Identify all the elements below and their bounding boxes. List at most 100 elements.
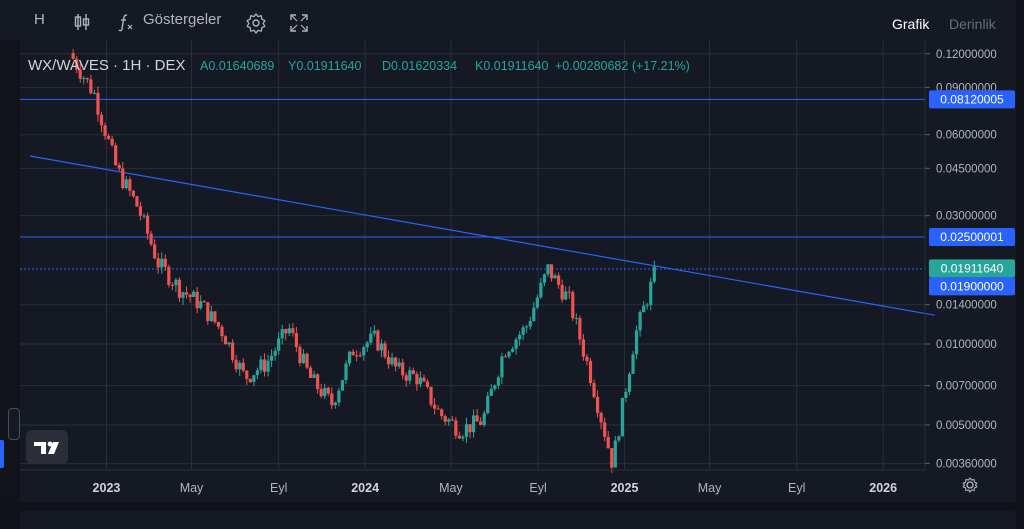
candle-body [564, 291, 568, 300]
candle-body [269, 355, 274, 361]
candle-body [252, 375, 256, 382]
candle-body [401, 362, 405, 376]
candle-body [642, 305, 646, 313]
candle-body [528, 320, 532, 327]
tab-depth[interactable]: Derinlik [949, 16, 996, 32]
candle-body [344, 363, 348, 381]
candle-body [372, 330, 376, 334]
tradingview-logo[interactable] [26, 430, 68, 464]
candle-body [106, 135, 111, 139]
candle-body [326, 387, 330, 394]
candle-body [174, 279, 178, 286]
candle-body [92, 92, 97, 94]
side-scroll-handle[interactable] [8, 408, 20, 440]
candle-body [510, 348, 515, 352]
settings-gear-icon[interactable] [962, 477, 978, 493]
chart-area[interactable]: 0.12000000 0.09000000 0.06000000 0.04500000… [20, 40, 1016, 502]
candle-body [507, 351, 511, 357]
candle-body [238, 362, 242, 370]
candle-body [213, 311, 217, 323]
trend-line-layer [29, 155, 936, 316]
candle-body [347, 351, 352, 364]
tab-chart[interactable]: Grafik [892, 16, 930, 32]
candle-body [75, 58, 79, 70]
candle-body [535, 297, 539, 308]
candle-body [337, 390, 341, 403]
candle-body [557, 275, 561, 285]
gear-icon[interactable] [245, 12, 267, 34]
price-tick-label: 0.03000000 [936, 211, 997, 223]
candle-body [223, 336, 228, 345]
candle-body [525, 326, 529, 328]
candle-body [588, 361, 593, 384]
candle-body [560, 284, 564, 300]
price-label-text: 0.02500001 [940, 230, 1004, 244]
candle-body [404, 375, 408, 381]
candle-body [177, 279, 182, 298]
interval-button[interactable]: H [34, 11, 45, 28]
candle-body [457, 435, 461, 439]
left-panel-tab[interactable] [0, 440, 4, 468]
candle-body [581, 339, 586, 357]
price-label-text: 0.01900000 [940, 279, 1004, 293]
candle-body [613, 440, 617, 468]
price-tick-label: 0.01000000 [936, 339, 997, 351]
price-label-badge [929, 227, 1015, 246]
candle-body [592, 383, 596, 397]
candle-body [386, 356, 391, 365]
candle-body [514, 339, 518, 349]
candle-body [259, 359, 263, 371]
candle-body [245, 370, 249, 379]
candle-body [82, 78, 86, 80]
candle-body [298, 347, 302, 363]
candle-body [397, 362, 401, 367]
candle-body [454, 420, 458, 436]
candle-body [273, 350, 277, 356]
candle-body [365, 342, 369, 348]
candle-body [595, 396, 600, 413]
candle-body [163, 258, 167, 267]
price-tick-label: 0.01400000 [936, 300, 997, 312]
price-label-text: 0.01911640 [941, 261, 1004, 275]
candle-body [383, 343, 387, 357]
candles-icon[interactable] [72, 12, 92, 32]
time-tick-label: 2025 [611, 481, 639, 495]
candle-body [571, 292, 575, 319]
candle-body [330, 393, 334, 406]
candle-body [518, 334, 522, 340]
candle-body [411, 370, 415, 374]
candle-body [355, 355, 359, 357]
indicators-button[interactable]: Göstergeler [143, 11, 222, 28]
candle-body [599, 412, 603, 423]
candle-body [620, 397, 624, 437]
candle-body [432, 404, 437, 409]
candle-body [110, 138, 114, 146]
fullscreen-icon[interactable] [289, 13, 309, 33]
time-tick-label: Eyl [788, 481, 805, 495]
time-tick-label: May [439, 481, 463, 495]
candle-body [358, 355, 362, 357]
time-tick-label: Eyl [529, 481, 546, 495]
candle-body [138, 206, 143, 216]
function-icon[interactable] [116, 12, 136, 32]
horizontal-lines [20, 98, 925, 270]
candle-body [149, 233, 153, 245]
price-label-badge [929, 277, 1015, 296]
candle-body [461, 436, 465, 439]
candle-body [280, 329, 284, 339]
candle-body [422, 377, 426, 382]
candle-body [496, 377, 500, 386]
price-chart[interactable]: 0.120000000.090000000.060000000.04500000… [20, 40, 1016, 502]
candle-body [585, 356, 589, 362]
candle-body [284, 329, 288, 334]
candle-body [627, 373, 632, 392]
candle-body [323, 387, 327, 397]
candle-body [362, 347, 366, 356]
candle-body [475, 415, 479, 422]
candle-body [549, 264, 554, 279]
chart-grid [20, 40, 925, 470]
candle-body [624, 391, 628, 398]
time-tick-label: Eyl [270, 481, 287, 495]
candle-body [287, 328, 291, 334]
candle-body [131, 190, 135, 197]
